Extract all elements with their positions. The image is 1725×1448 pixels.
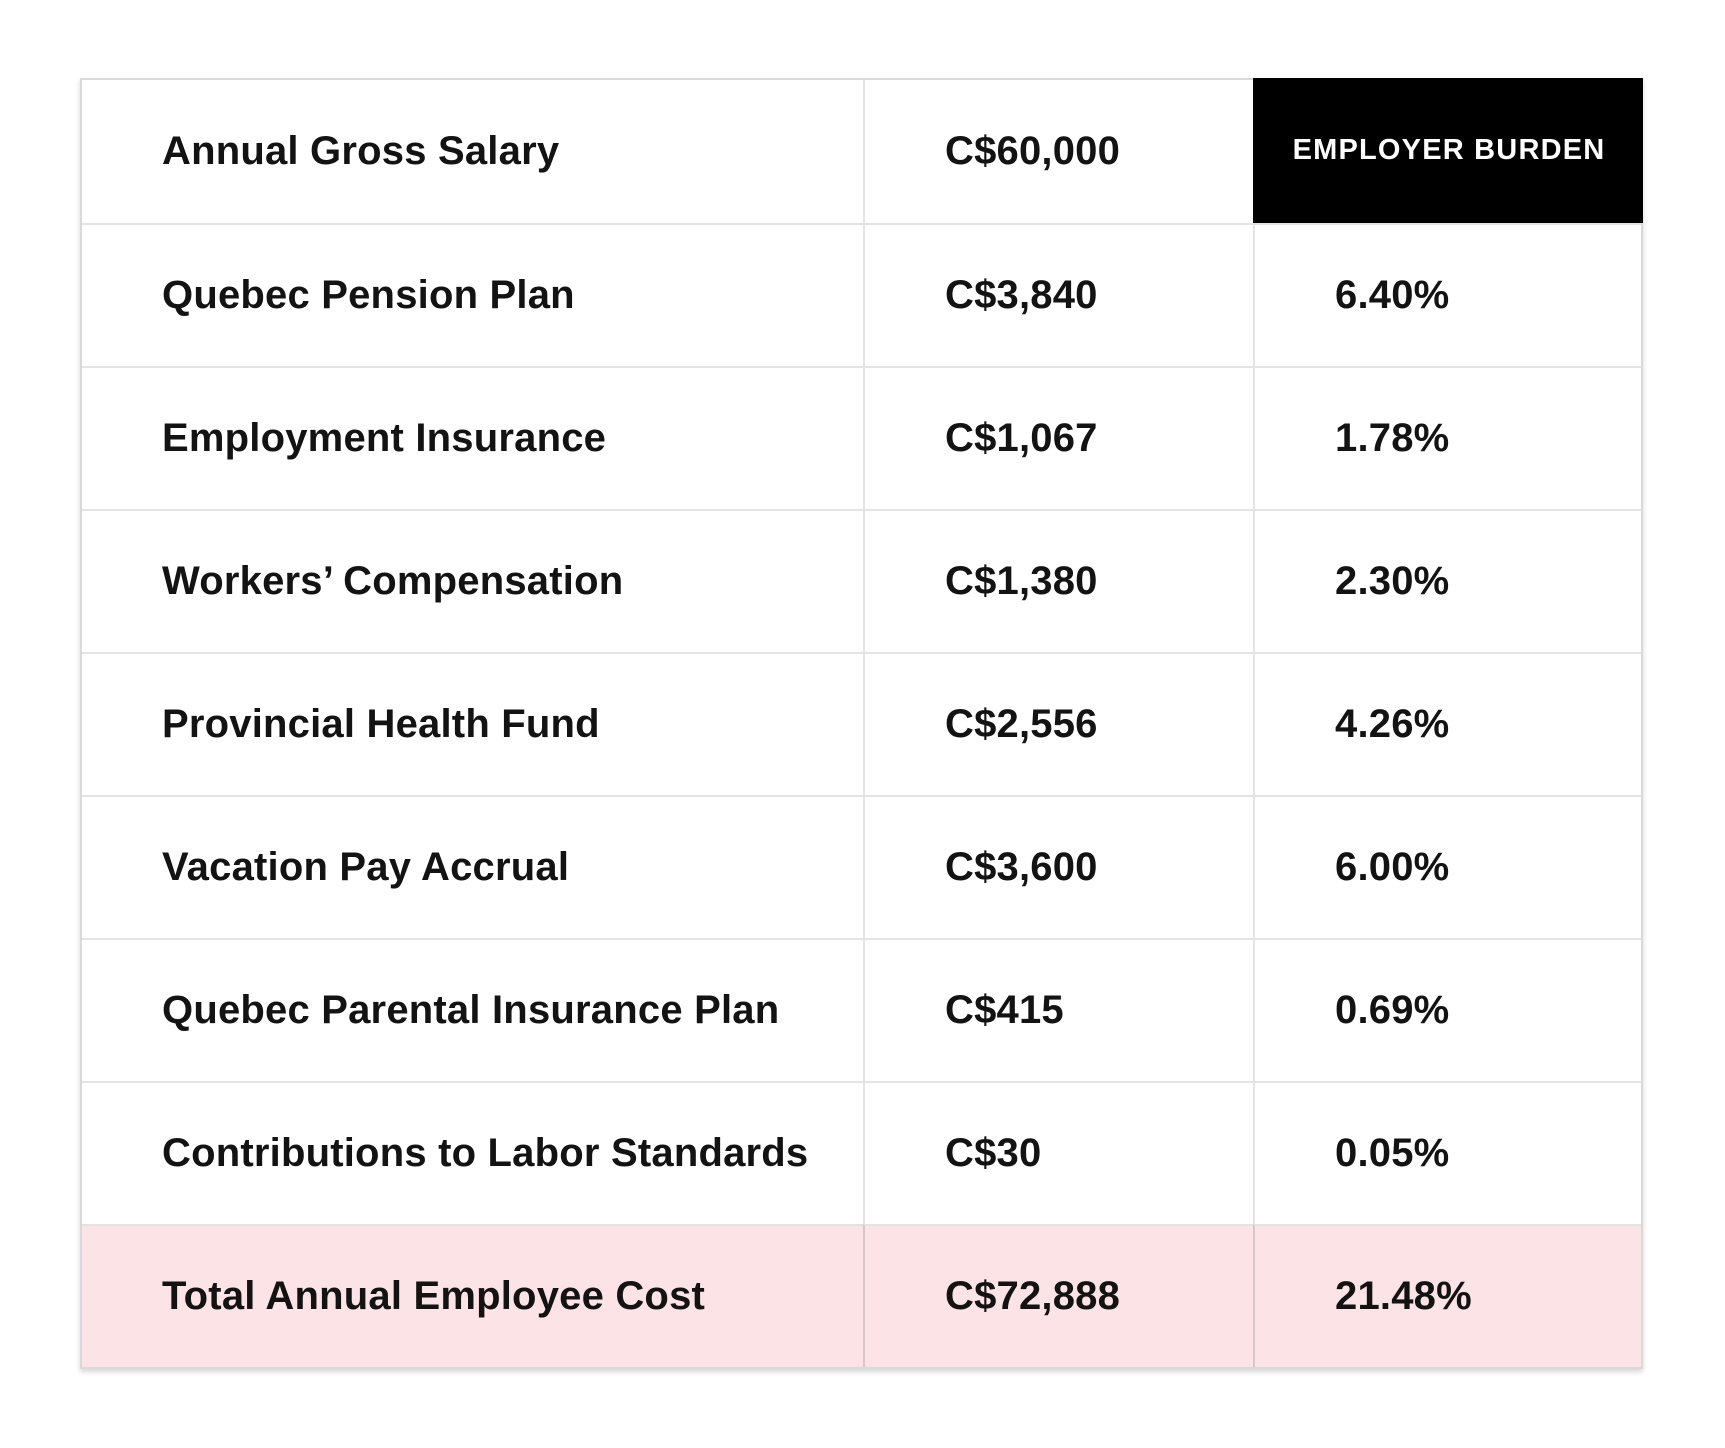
- amount-total-annual-employee-cost: C$72,888: [863, 1224, 1253, 1367]
- amount-workers-compensation: C$1,380: [863, 509, 1253, 652]
- row-label-workers-compensation: Workers’ Compensation: [82, 509, 863, 652]
- table-row-salary: Annual Gross Salary C$60,000 EMPLOYER BU…: [82, 78, 1643, 223]
- table-row-workers-comp: Workers’ Compensation C$1,380 2.30%: [82, 509, 1641, 652]
- table-row-ei: Employment Insurance C$1,067 1.78%: [82, 366, 1641, 509]
- burden-quebec-parental-insurance-plan: 0.69%: [1253, 938, 1641, 1081]
- table-row-qpip: Quebec Parental Insurance Plan C$415 0.6…: [82, 938, 1641, 1081]
- table-row-vacation-pay: Vacation Pay Accrual C$3,600 6.00%: [82, 795, 1641, 938]
- amount-vacation-pay-accrual: C$3,600: [863, 795, 1253, 938]
- table-row-health-fund: Provincial Health Fund C$2,556 4.26%: [82, 652, 1641, 795]
- burden-contributions-to-labor-standards: 0.05%: [1253, 1081, 1641, 1224]
- row-label-quebec-pension-plan: Quebec Pension Plan: [82, 223, 863, 366]
- row-label-provincial-health-fund: Provincial Health Fund: [82, 652, 863, 795]
- table-row-qpp: Quebec Pension Plan C$3,840 6.40%: [82, 223, 1641, 366]
- amount-contributions-to-labor-standards: C$30: [863, 1081, 1253, 1224]
- burden-total-annual-employee-cost: 21.48%: [1253, 1224, 1641, 1367]
- table-row-total: Total Annual Employee Cost C$72,888 21.4…: [82, 1224, 1641, 1367]
- burden-quebec-pension-plan: 6.40%: [1253, 223, 1641, 366]
- row-label-total-annual-employee-cost: Total Annual Employee Cost: [82, 1224, 863, 1367]
- amount-quebec-pension-plan: C$3,840: [863, 223, 1253, 366]
- table-row-labor-standards: Contributions to Labor Standards C$30 0.…: [82, 1081, 1641, 1224]
- amount-annual-gross-salary: C$60,000: [863, 80, 1253, 223]
- burden-vacation-pay-accrual: 6.00%: [1253, 795, 1641, 938]
- burden-employment-insurance: 1.78%: [1253, 366, 1641, 509]
- burden-workers-compensation: 2.30%: [1253, 509, 1641, 652]
- row-label-contributions-to-labor-standards: Contributions to Labor Standards: [82, 1081, 863, 1224]
- amount-quebec-parental-insurance-plan: C$415: [863, 938, 1253, 1081]
- employer-burden-column-header: EMPLOYER BURDEN: [1253, 78, 1643, 223]
- row-label-annual-gross-salary: Annual Gross Salary: [162, 129, 560, 173]
- amount-employment-insurance: C$1,067: [863, 366, 1253, 509]
- employer-cost-table: Annual Gross Salary C$60,000 EMPLOYER BU…: [80, 78, 1643, 1369]
- amount-provincial-health-fund: C$2,556: [863, 652, 1253, 795]
- row-label-vacation-pay-accrual: Vacation Pay Accrual: [82, 795, 863, 938]
- burden-provincial-health-fund: 4.26%: [1253, 652, 1641, 795]
- row-label-employment-insurance: Employment Insurance: [82, 366, 863, 509]
- row-label-quebec-parental-insurance-plan: Quebec Parental Insurance Plan: [82, 938, 863, 1081]
